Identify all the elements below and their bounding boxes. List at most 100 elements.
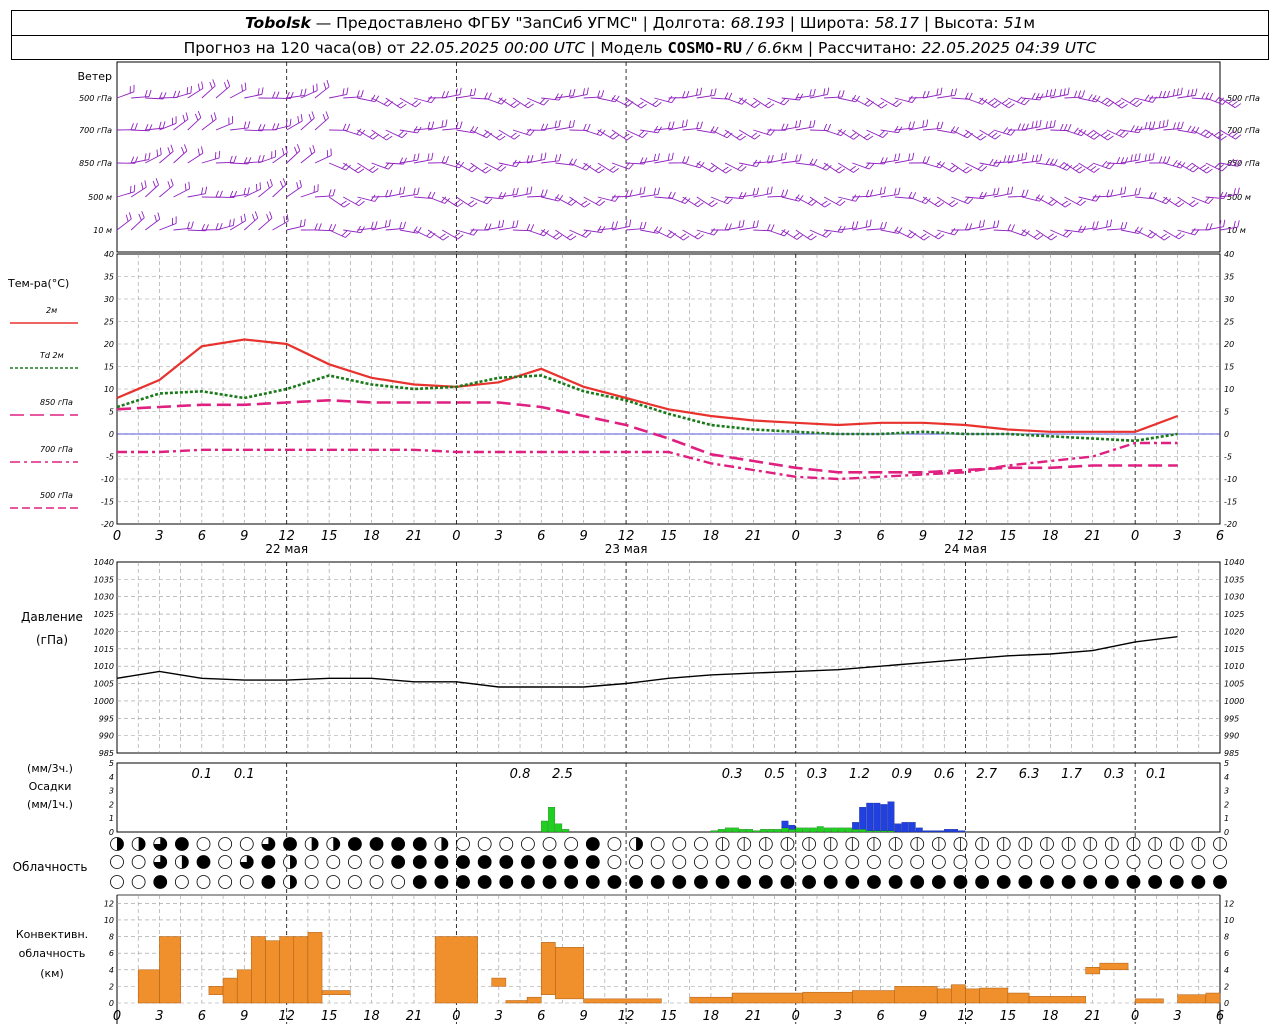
wind-barb	[979, 97, 996, 109]
precip-bar-rain	[859, 829, 867, 833]
wind-barb	[979, 226, 998, 231]
wind-barb-feather	[964, 196, 970, 203]
wind-barb	[1191, 162, 1207, 174]
precip-ytick-left: 4	[109, 773, 114, 782]
wind-barb-feather	[1035, 120, 1038, 128]
wind-barb	[1219, 129, 1236, 140]
conv-cloud-bar	[1205, 992, 1221, 1004]
wind-barb-feather	[308, 113, 312, 121]
wind-barb-feather	[841, 90, 845, 98]
wind-barb-feather	[625, 220, 628, 228]
cloud-symbol-fill	[997, 875, 1011, 889]
wind-barb	[795, 229, 812, 241]
wind-barb-feather	[148, 152, 151, 160]
wind-barb-feather	[1025, 152, 1028, 160]
wind-barb-feather	[556, 234, 563, 240]
cloud-symbol-fill	[1105, 875, 1119, 889]
wind-barb-feather	[439, 233, 446, 239]
wind-barb	[710, 196, 728, 205]
wind-barb	[1106, 129, 1124, 138]
wind-barb-feather	[1033, 232, 1040, 238]
wind-barb-feather	[356, 225, 362, 233]
wind-barb	[1149, 229, 1165, 241]
wind-barb-feather	[1109, 219, 1113, 227]
wind-barb-feather	[540, 153, 543, 161]
wind-barb-feather	[1165, 198, 1172, 205]
wind-barb-feather	[723, 196, 730, 203]
wind-barb-feather	[1176, 88, 1179, 96]
wind-barb-feather	[1106, 220, 1109, 228]
temperature-panel-ytick-left: 30	[104, 295, 114, 304]
wind-barb-feather	[445, 119, 448, 127]
wind-barb-feather	[625, 189, 629, 197]
wind-barb-feather	[1007, 155, 1011, 163]
conv-ytick-left: 12	[104, 899, 114, 908]
wind-barb-feather	[218, 150, 221, 158]
wind-barb	[767, 229, 785, 237]
cloud-symbol	[975, 855, 989, 869]
wind-barb-feather	[696, 121, 699, 129]
wind-barb	[1177, 196, 1193, 208]
wind-barb-feather	[554, 194, 560, 201]
wind-barb-feather	[739, 135, 746, 141]
cloud-symbol	[931, 855, 946, 869]
wind-barb-feather	[469, 228, 475, 235]
wind-barb	[710, 129, 728, 139]
wind-barb	[1135, 196, 1154, 200]
wind-barb-feather	[1175, 232, 1182, 238]
wind-barb-feather	[737, 97, 744, 104]
temperature-panel-ytick-left: -15	[101, 498, 114, 507]
wind-barb	[555, 162, 574, 166]
wind-barb	[512, 193, 531, 198]
wind-barb	[1149, 125, 1168, 131]
cloud-symbol-fill	[1062, 875, 1076, 889]
precip-bar-rain	[866, 830, 874, 833]
wind-barb-feather	[369, 132, 376, 138]
conv-cloud-bar	[583, 998, 662, 1004]
wind-barb-feather	[374, 221, 378, 229]
conv-cloud-bar	[251, 936, 266, 1004]
model-res-unit: км	[781, 39, 803, 57]
wind-barb	[371, 225, 390, 231]
precip-bar-conv	[788, 824, 796, 830]
wind-barb	[498, 129, 515, 140]
wind-barb-feather	[837, 128, 843, 135]
wind-barb-feather	[823, 88, 826, 96]
cloud-symbol-fill	[975, 875, 989, 889]
wind-barb-feather	[827, 123, 832, 131]
wind-barb-feather	[259, 182, 261, 190]
cloud-symbol-fill	[290, 875, 297, 889]
cloud-symbol-fill	[441, 837, 448, 851]
calc-label: Рассчитано:	[818, 39, 922, 57]
wind-barb	[1007, 159, 1026, 164]
wind-barb-feather	[1199, 164, 1207, 170]
wind-barb	[838, 227, 857, 231]
precip-bar-rain	[880, 830, 888, 833]
wind-level-label-right: 500 гПа	[1227, 94, 1260, 103]
wind-barb-feather	[201, 146, 204, 154]
wind-barb-feather	[159, 147, 162, 155]
conv-cloud-bar	[1099, 962, 1129, 971]
wind-barb-feather	[612, 168, 619, 173]
wind-barb-feather	[863, 133, 870, 139]
wind-barb-feather	[922, 90, 926, 98]
wind-barb-feather	[1003, 127, 1009, 134]
wind-barb	[1106, 193, 1125, 198]
wind-barb-feather	[587, 123, 591, 131]
wind-barb	[385, 228, 404, 231]
wind-barb-feather	[247, 121, 251, 129]
wind-barb	[328, 196, 345, 208]
wind-barb-feather	[1144, 122, 1148, 130]
wind-barb-feather	[851, 94, 857, 102]
wind-barb-feather	[770, 129, 776, 136]
wind-barb	[583, 96, 602, 99]
wind-barb-feather	[499, 135, 506, 141]
wind-level-label-right: 700 гПа	[1227, 126, 1260, 135]
wind-barb-feather	[611, 221, 614, 229]
precip-bar-rain	[717, 829, 725, 833]
wind-barb-feather	[1091, 194, 1097, 201]
cloud-symbol	[672, 855, 687, 869]
wind-barb-feather	[411, 100, 418, 106]
wind-barb-feather	[1104, 133, 1111, 139]
cloud-symbol-fill	[629, 875, 643, 889]
